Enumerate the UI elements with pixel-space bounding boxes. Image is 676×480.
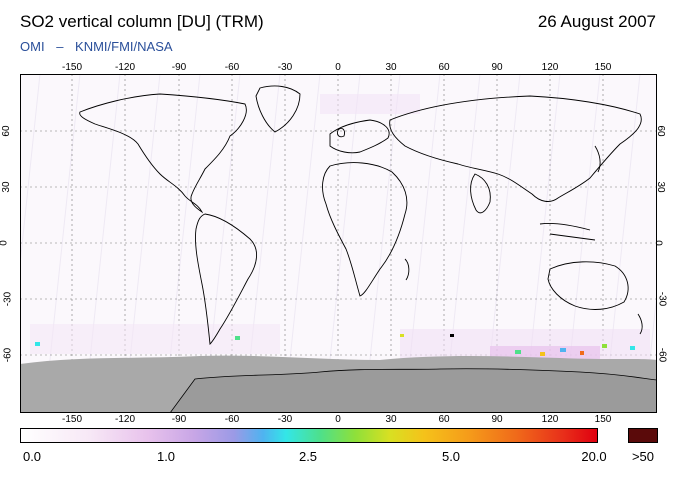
india (470, 173, 491, 214)
lat-tick-left: -30 (2, 291, 14, 307)
indonesia (539, 223, 596, 241)
lon-tick-bottom: -30 (277, 414, 293, 425)
colorbar-label: 1.0 (156, 449, 176, 464)
lon-tick-top: -120 (114, 62, 136, 73)
lon-tick-bottom: 60 (438, 414, 450, 425)
lon-tick-top: 120 (541, 62, 559, 73)
antarctica (169, 368, 657, 413)
colorbar-overflow-swatch (628, 428, 658, 443)
map-frame (20, 74, 657, 413)
colorbar-label: 5.0 (441, 449, 461, 464)
colorbar-label: 20.0 (581, 449, 607, 464)
lon-tick-bottom: 90 (491, 414, 503, 425)
credit-separator: – (56, 39, 64, 54)
lon-tick-top: 90 (491, 62, 503, 73)
north-america (79, 93, 247, 214)
lat-tick-right: -30 (656, 291, 668, 307)
lon-tick-bottom: 30 (385, 414, 397, 425)
australia (547, 261, 629, 310)
lon-tick-top: -90 (171, 62, 187, 73)
colorbar (20, 428, 598, 443)
instrument-name: OMI (20, 39, 45, 54)
lon-tick-bottom: -60 (224, 414, 240, 425)
lon-tick-bottom: -120 (114, 414, 136, 425)
lon-tick-bottom: -150 (61, 414, 83, 425)
lon-tick-bottom: 120 (541, 414, 559, 425)
lon-tick-bottom: 150 (594, 414, 612, 425)
europe (329, 119, 390, 154)
lat-tick-left: -60 (2, 347, 14, 363)
south-america (195, 213, 257, 345)
map-title: SO2 vertical column [DU] (TRM) (20, 12, 264, 31)
lat-tick-right: -60 (656, 347, 668, 363)
lon-tick-top: 30 (385, 62, 397, 73)
lon-tick-top: 0 (335, 62, 341, 73)
asia (389, 95, 642, 202)
japan (594, 145, 601, 173)
colorbar-overflow-label: >50 (631, 449, 655, 464)
new-zealand (637, 313, 643, 335)
agency-names: KNMI/FMI/NASA (75, 39, 173, 54)
lon-tick-top: -150 (61, 62, 83, 73)
lon-tick-top: -60 (224, 62, 240, 73)
credit-line: OMI – KNMI/FMI/NASA (20, 39, 181, 54)
madagascar (404, 258, 410, 281)
lon-tick-top: -30 (277, 62, 293, 73)
lat-tick-left: 30 (1, 181, 13, 193)
lon-tick-top: 60 (438, 62, 450, 73)
world-map (20, 74, 657, 413)
so2-hotspots (35, 334, 635, 360)
colorbar-label: 0.0 (22, 449, 42, 464)
greenland (255, 85, 301, 133)
africa (322, 162, 408, 297)
map-svg (20, 74, 657, 413)
lon-tick-top: 150 (594, 62, 612, 73)
map-date: 26 August 2007 (537, 12, 656, 31)
lon-tick-bottom: -90 (171, 414, 187, 425)
lat-tick-left: 60 (1, 125, 13, 137)
uk (337, 127, 345, 138)
coastlines (79, 85, 643, 345)
colorbar-label: 2.5 (298, 449, 318, 464)
lon-tick-bottom: 0 (335, 414, 341, 425)
lat-tick-left: 0 (0, 240, 9, 246)
